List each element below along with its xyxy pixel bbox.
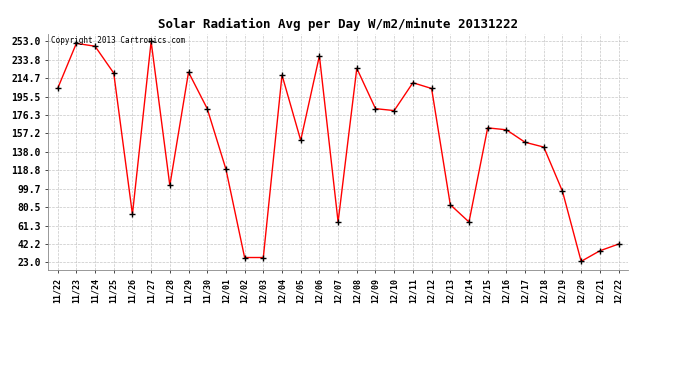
Title: Solar Radiation Avg per Day W/m2/minute 20131222: Solar Radiation Avg per Day W/m2/minute … (158, 18, 518, 31)
Text: Copyright 2013 Cartronics.com: Copyright 2013 Cartronics.com (51, 36, 186, 45)
